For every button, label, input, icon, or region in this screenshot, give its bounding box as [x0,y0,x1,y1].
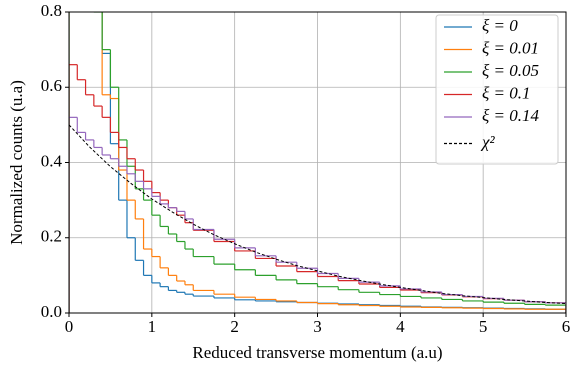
legend-label: ξ = 0 [482,16,518,35]
legend-label: χ² [480,132,495,151]
x-tick-label: 3 [313,317,322,336]
x-tick-label: 6 [562,317,571,336]
y-tick-label: 0.0 [41,302,62,321]
plot-layer [69,12,566,313]
x-tick-label: 0 [65,317,74,336]
x-tick-label: 5 [479,317,488,336]
x-axis-label: Reduced transverse momentum (a.u) [192,343,442,362]
legend-label: ξ = 0.1 [482,83,531,102]
y-tick-label: 0.8 [41,1,62,20]
y-tick-label: 0.6 [41,76,62,95]
legend: ξ = 0 ξ = 0.01 ξ = 0.05 ξ = 0.1 ξ = 0.14 χ² [435,14,559,165]
legend-label: ξ = 0.05 [482,61,539,80]
y-axis-label: Normalized counts (u.a) [7,80,26,245]
x-tick-label: 2 [230,317,239,336]
y-tick-label: 0.4 [41,151,63,170]
legend-frame [435,14,559,165]
x-tick-label: 4 [396,317,405,336]
legend-label: ξ = 0.01 [482,38,539,57]
y-tick-label: 0.2 [41,227,62,246]
chi2-curve [69,124,566,305]
legend-label: ξ = 0.14 [482,106,540,125]
x-tick-label: 1 [148,317,157,336]
axes-layer: 0 1 2 3 4 5 6 0.0 0.2 0.4 0.6 0.8 [41,1,571,336]
